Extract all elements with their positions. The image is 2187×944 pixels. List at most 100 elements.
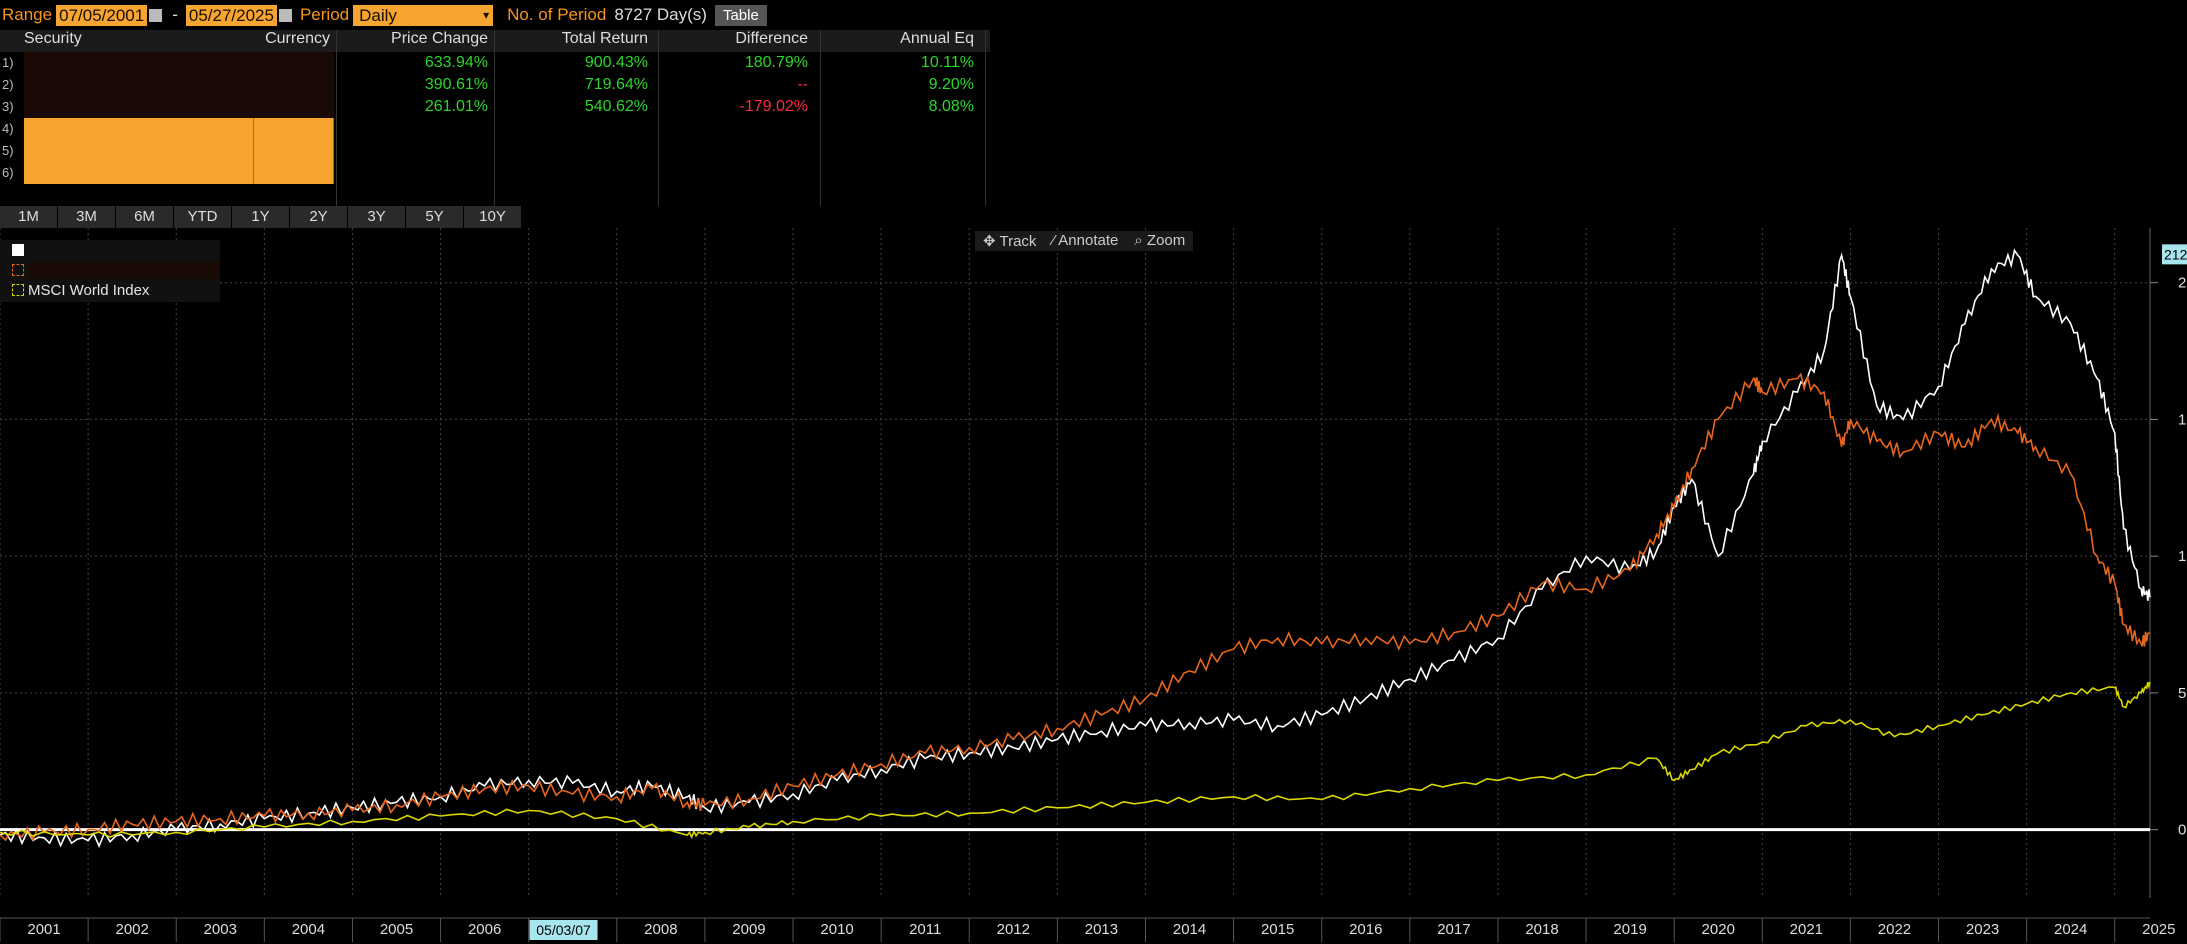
table-row[interactable]: 1) 633.94% 900.43% 180.79% 10.11% xyxy=(0,52,990,74)
row-index: 1) xyxy=(2,55,14,70)
table-row[interactable]: 6) xyxy=(0,162,990,184)
price-change-cell: 633.94% xyxy=(424,54,488,71)
range-label: Range xyxy=(2,5,53,24)
num-periods-label: No. of Period xyxy=(507,5,607,24)
track-button[interactable]: ✥ Track xyxy=(975,231,1044,251)
range-dash: - xyxy=(172,5,178,24)
start-date-field[interactable]: 07/05/2001 xyxy=(56,4,148,26)
table-divider xyxy=(494,30,495,206)
x-tick-label: 2011 xyxy=(909,921,941,938)
x-tick-label: 2022 xyxy=(1878,921,1911,938)
zoom-button[interactable]: ⌕ Zoom xyxy=(1126,231,1193,251)
x-tick-label: 2002 xyxy=(115,921,148,938)
currency-cell xyxy=(254,52,334,74)
table-divider xyxy=(985,30,986,206)
col-security-label: Security xyxy=(24,30,82,47)
y-tick-label: 150 xyxy=(2178,411,2187,428)
magnifier-icon: ⌕ xyxy=(1134,232,1147,249)
period-button-3y[interactable]: 3Y xyxy=(348,206,406,228)
end-date-field[interactable]: 05/27/2025 xyxy=(185,4,277,26)
col-currency[interactable]: Currency xyxy=(265,30,330,47)
x-tick-label: 2017 xyxy=(1437,921,1470,938)
calendar-icon[interactable] xyxy=(278,8,292,22)
table-row[interactable]: 3) 261.01% 540.62% -179.02% 8.08% xyxy=(0,96,990,118)
price-change-cell: 261.01% xyxy=(424,98,488,115)
security-cell xyxy=(24,96,254,118)
period-button-6m[interactable]: 6M xyxy=(116,206,174,228)
period-button-5y[interactable]: 5Y xyxy=(406,206,464,228)
x-tick-label: 2004 xyxy=(292,921,325,938)
period-button-1y[interactable]: 1Y xyxy=(232,206,290,228)
row-index: 5) xyxy=(2,143,14,158)
currency-cell xyxy=(254,74,334,96)
period-label: Period xyxy=(299,5,350,24)
chart-toolbar: ✥ Track ⁄ Annotate ⌕ Zoom xyxy=(975,231,1194,251)
price-change-cell: 390.61% xyxy=(424,76,488,93)
period-button-ytd[interactable]: YTD xyxy=(174,206,232,228)
security-input-cell[interactable] xyxy=(24,140,254,162)
period-button-10y[interactable]: 10Y xyxy=(464,206,522,228)
currency-input-cell[interactable] xyxy=(254,140,334,162)
chart-legend: MSCI World Index xyxy=(0,240,220,302)
table-divider xyxy=(658,30,659,206)
total-return-cell: 540.62% xyxy=(584,98,648,115)
difference-cell: 180.79% xyxy=(744,54,808,71)
cursor-date-box xyxy=(529,920,598,940)
security-input-cell[interactable] xyxy=(24,162,254,184)
chevron-down-icon: ▾ xyxy=(483,7,490,22)
row-index: 2) xyxy=(2,77,14,92)
col-difference[interactable]: Difference xyxy=(735,30,808,47)
row-index: 4) xyxy=(2,121,14,136)
table-button[interactable]: Table xyxy=(714,4,767,26)
period-button-3m[interactable]: 3M xyxy=(58,206,116,228)
currency-input-cell[interactable] xyxy=(254,118,334,140)
total-return-cell: 900.43% xyxy=(584,54,648,71)
period-button-2y[interactable]: 2Y xyxy=(290,206,348,228)
y-tick-label: 100 xyxy=(2178,548,2187,565)
col-annual-eq[interactable]: Annual Eq xyxy=(900,30,974,47)
x-tick-label: 2020 xyxy=(1702,921,1735,938)
x-tick-label: 2024 xyxy=(2054,921,2087,938)
row-index: 6) xyxy=(2,165,14,180)
legend-item[interactable] xyxy=(0,260,220,280)
total-return-cell: 719.64% xyxy=(584,76,648,93)
pencil-icon: ⁄ xyxy=(1052,232,1059,249)
col-security[interactable]: Security xyxy=(24,30,254,52)
x-tick-label: 2023 xyxy=(1966,921,1999,938)
annual-eq-cell: 8.08% xyxy=(928,98,974,115)
legend-item[interactable]: MSCI World Index xyxy=(0,280,220,300)
table-row[interactable]: 5) xyxy=(0,140,990,162)
last-value-label: 2122.50 xyxy=(2164,246,2187,262)
security-input-cell[interactable] xyxy=(24,118,254,140)
x-tick-label: 2016 xyxy=(1349,921,1382,938)
security-cell xyxy=(24,74,254,96)
annual-eq-cell: 9.20% xyxy=(928,76,974,93)
legend-swatch xyxy=(12,244,24,256)
x-tick-label: 2013 xyxy=(1085,921,1118,938)
x-tick-label: 2012 xyxy=(997,921,1030,938)
currency-cell xyxy=(254,96,334,118)
annual-eq-cell: 10.11% xyxy=(920,54,974,71)
x-tick-label: 2025 xyxy=(2142,921,2175,938)
period-button-1m[interactable]: 1M xyxy=(0,206,58,228)
table-row[interactable]: 4) xyxy=(0,118,990,140)
annotate-button[interactable]: ⁄ Annotate xyxy=(1044,231,1126,251)
x-tick-label: 2015 xyxy=(1261,921,1294,938)
x-tick-label: 2021 xyxy=(1790,921,1823,938)
x-tick-label: 2018 xyxy=(1525,921,1558,938)
table-row[interactable]: 2) 390.61% 719.64% -- 9.20% xyxy=(0,74,990,96)
cursor-date-label: 05/03/07 xyxy=(536,922,591,938)
currency-input-cell[interactable] xyxy=(254,162,334,184)
col-total-return[interactable]: Total Return xyxy=(561,30,648,47)
calendar-icon[interactable] xyxy=(149,8,163,22)
legend-item[interactable] xyxy=(0,240,220,260)
table-divider xyxy=(336,30,337,206)
col-price-change[interactable]: Price Change xyxy=(391,30,488,47)
y-tick-label: 50 xyxy=(2178,685,2187,702)
track-icon: ✥ xyxy=(983,233,1000,250)
period-select[interactable]: Daily ▾ xyxy=(353,4,494,26)
table-divider xyxy=(820,30,821,206)
period-buttons: 1M 3M 6M YTD 1Y 2Y 3Y 5Y 10Y xyxy=(0,206,522,228)
table-header: Security Currency Price Change Total Ret… xyxy=(0,30,990,52)
